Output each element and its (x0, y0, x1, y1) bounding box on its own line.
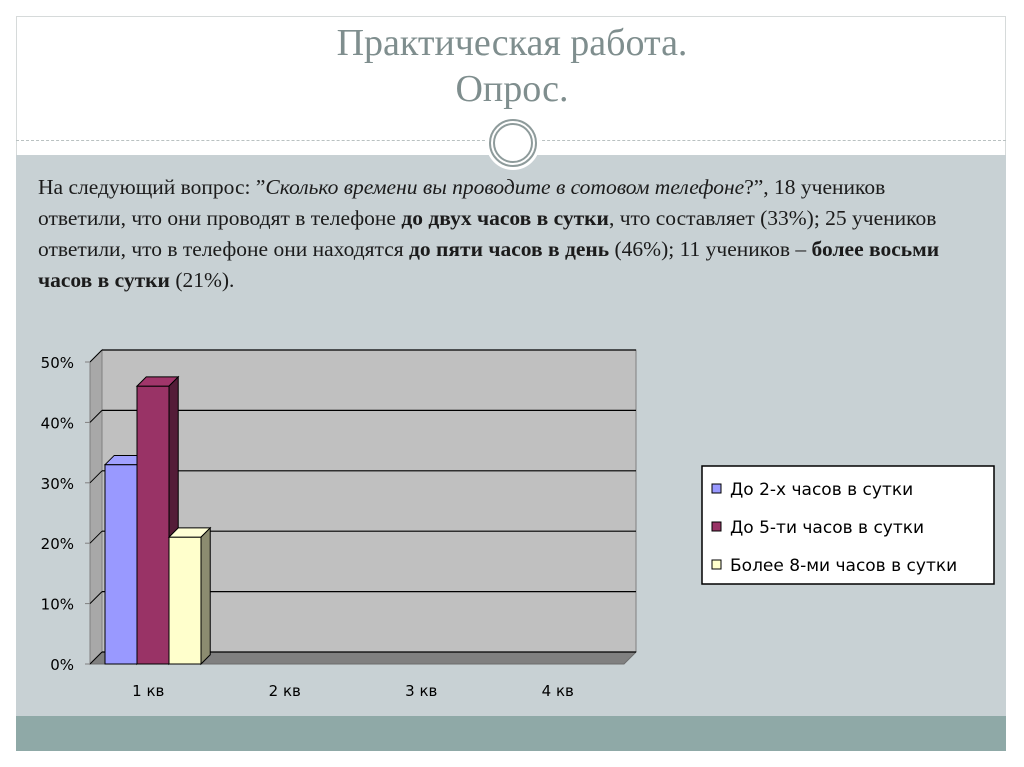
x-category-label: 4 кв (542, 682, 574, 700)
gridline-diagonal (89, 349, 103, 363)
legend-swatch (711, 483, 722, 494)
text-highlight: до пяти часов в день (409, 237, 610, 261)
chart-legend: До 2-х часов в сутки До 5-ти часов в сутк… (701, 465, 995, 585)
gridline-diagonal (89, 530, 103, 544)
chart-walls (88, 348, 638, 666)
title-line-2: Опрос. (455, 68, 569, 110)
x-axis-category-labels: 1 кв 2 кв 3 кв 4 кв (132, 682, 574, 700)
bar-front (136, 385, 170, 665)
text-part: На следующий вопрос: ” (38, 175, 266, 199)
y-tick-label: 40% (41, 414, 74, 432)
bar-front (104, 464, 138, 665)
legend-box (701, 465, 995, 585)
y-tick-label: 0% (50, 656, 74, 674)
x-category-label: 3 кв (405, 682, 437, 700)
plot-side-wall (89, 348, 103, 666)
chart-bars (103, 375, 212, 666)
legend-swatch (711, 559, 722, 570)
legend-label: До 5-ти часов в сутки (730, 518, 924, 538)
legend-swatch (711, 521, 722, 532)
circle-ornament-icon (486, 116, 540, 170)
text-highlight: более восьми часов в сутки (38, 237, 940, 292)
legend-label: Более 8-ми часов в сутки (730, 556, 957, 576)
y-tick-label: 50% (41, 354, 74, 372)
y-tick-label: 30% (41, 475, 74, 493)
gridline-diagonal (89, 651, 103, 665)
gridline-diagonal (89, 591, 103, 604)
title-line-1: Практическая работа. (336, 22, 688, 64)
bar-3 (167, 526, 212, 666)
text-part: (46%); 11 учеников – (609, 237, 812, 261)
bar-2 (135, 375, 180, 666)
x-category-label: 1 кв (132, 682, 164, 700)
text-part: (21%). (169, 268, 235, 292)
text-highlight: до двух часов в сутки (401, 206, 609, 230)
y-tick-label: 20% (41, 535, 74, 553)
text-part: , что составляет (33%); 25 учеников отве… (38, 206, 937, 261)
y-axis-tick-labels: 0% 10% 20% 30% 40% 50% (41, 354, 74, 674)
text-part: ?”, 18 учеников ответили, что они провод… (38, 175, 886, 230)
bar-front (168, 536, 202, 665)
footer-band (16, 716, 1006, 751)
x-category-label: 2 кв (269, 682, 301, 700)
text-question: Сколько времени вы проводите в сотовом т… (265, 175, 745, 199)
gridline-diagonal (89, 410, 103, 423)
gridline-diagonal (89, 470, 103, 484)
survey-paragraph: На следующий вопрос: ”Сколько времени вы… (38, 172, 973, 296)
legend-label: До 2-х часов в сутки (730, 480, 913, 500)
y-tick-label: 10% (41, 596, 74, 614)
bar-side (200, 526, 211, 666)
slide-title: Практическая работа. Опрос. (0, 20, 1024, 112)
